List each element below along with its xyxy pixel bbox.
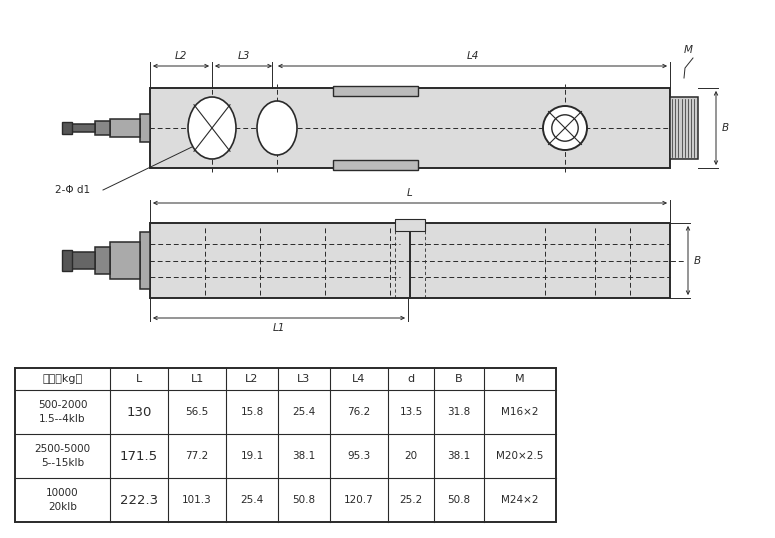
Text: 31.8: 31.8 <box>447 407 470 417</box>
Bar <box>110 119 140 137</box>
Text: 38.1: 38.1 <box>447 451 470 461</box>
Text: L2: L2 <box>246 374 259 384</box>
Text: 15.8: 15.8 <box>240 407 264 417</box>
Ellipse shape <box>552 115 578 141</box>
Text: L: L <box>407 188 413 198</box>
Bar <box>150 88 670 168</box>
Text: 25.2: 25.2 <box>399 495 422 505</box>
Bar <box>95 121 110 135</box>
Text: 130: 130 <box>126 406 152 419</box>
Text: B: B <box>694 256 701 265</box>
Text: 10000
20klb: 10000 20klb <box>46 489 79 512</box>
Text: 77.2: 77.2 <box>185 451 208 461</box>
Text: L4: L4 <box>467 51 479 61</box>
Ellipse shape <box>543 106 587 150</box>
Bar <box>62 122 72 134</box>
Text: 120.7: 120.7 <box>344 495 374 505</box>
Text: 2-Φ d1: 2-Φ d1 <box>55 185 90 195</box>
Text: 25.4: 25.4 <box>240 495 264 505</box>
Bar <box>62 250 72 271</box>
Bar <box>72 124 95 132</box>
Text: 38.1: 38.1 <box>292 451 315 461</box>
Text: 19.1: 19.1 <box>240 451 264 461</box>
Text: 222.3: 222.3 <box>120 493 158 506</box>
Text: 500-2000
1.5--4klb: 500-2000 1.5--4klb <box>38 400 88 423</box>
Text: 50.8: 50.8 <box>447 495 470 505</box>
Text: 50.8: 50.8 <box>292 495 315 505</box>
Bar <box>332 86 418 96</box>
Text: M24×2: M24×2 <box>501 495 539 505</box>
Text: 76.2: 76.2 <box>347 407 370 417</box>
Bar <box>670 97 698 159</box>
Bar <box>95 247 110 274</box>
Bar <box>332 160 418 170</box>
Bar <box>140 232 150 288</box>
Text: L1: L1 <box>191 374 204 384</box>
Bar <box>110 242 140 279</box>
Text: L4: L4 <box>353 374 366 384</box>
Text: 25.4: 25.4 <box>292 407 315 417</box>
Ellipse shape <box>257 101 297 155</box>
Text: L: L <box>136 374 142 384</box>
Text: M20×2.5: M20×2.5 <box>496 451 544 461</box>
Text: 95.3: 95.3 <box>347 451 370 461</box>
Text: 量程（kg）: 量程（kg） <box>43 374 83 384</box>
Text: 20: 20 <box>405 451 418 461</box>
Text: 2500-5000
5--15klb: 2500-5000 5--15klb <box>34 444 91 468</box>
Text: 56.5: 56.5 <box>185 407 208 417</box>
Text: M: M <box>684 45 693 55</box>
Text: L3: L3 <box>237 51 250 61</box>
Text: 101.3: 101.3 <box>182 495 212 505</box>
Bar <box>150 223 670 298</box>
Text: L3: L3 <box>298 374 311 384</box>
Text: M: M <box>515 374 525 384</box>
Text: M16×2: M16×2 <box>501 407 539 417</box>
Text: B: B <box>722 123 729 133</box>
Text: d: d <box>408 374 415 384</box>
Text: 171.5: 171.5 <box>120 450 158 463</box>
Bar <box>140 114 150 142</box>
Bar <box>72 252 95 269</box>
Text: B: B <box>455 374 463 384</box>
Bar <box>15 368 556 522</box>
Text: L2: L2 <box>175 51 188 61</box>
Text: L1: L1 <box>273 323 285 333</box>
Ellipse shape <box>188 97 236 159</box>
Bar <box>395 219 425 231</box>
Text: 13.5: 13.5 <box>399 407 422 417</box>
